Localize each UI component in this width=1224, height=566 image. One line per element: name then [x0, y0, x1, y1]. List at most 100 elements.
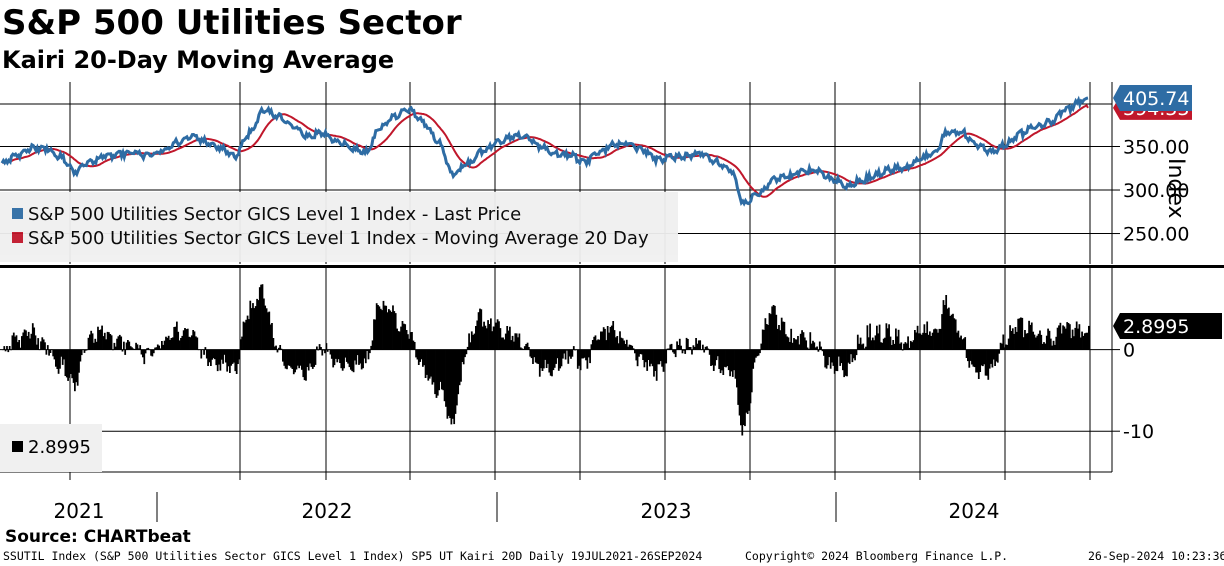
- kairi-bar: [370, 345, 373, 350]
- kairi-bar: [998, 349, 1001, 354]
- kairi-bar: [1010, 331, 1013, 350]
- kairi-bar: [359, 349, 362, 364]
- kairi-bar: [408, 338, 411, 350]
- kairi-bar: [441, 349, 443, 390]
- kairi-bar: [14, 336, 16, 350]
- kairi-bar: [640, 349, 643, 355]
- kairi-bar: [124, 349, 127, 355]
- kairi-bar: [755, 349, 757, 358]
- kairi-bar: [620, 337, 623, 350]
- kairi-bar: [390, 312, 393, 350]
- kairi-bar: [326, 349, 329, 352]
- kairi-bar: [121, 349, 124, 352]
- kairi-bar: [738, 349, 741, 416]
- kairi-bar: [597, 339, 600, 350]
- kairi-bar: [1044, 343, 1047, 350]
- kairi-bar: [734, 349, 737, 379]
- kairi-bar: [1013, 333, 1015, 350]
- kairi-bar: [583, 349, 586, 358]
- kairi-bar: [196, 337, 199, 350]
- kairi-bar: [689, 347, 692, 350]
- kairi-bar: [576, 349, 579, 369]
- kairi-bar: [79, 349, 82, 362]
- kairi-bar: [1011, 328, 1014, 350]
- kairi-bar: [828, 349, 831, 358]
- kairi-bar: [1026, 333, 1029, 350]
- kairi-bar: [1079, 337, 1082, 350]
- kairi-bar: [593, 336, 596, 350]
- kairi-bar: [625, 339, 628, 350]
- kairi-bar: [651, 349, 654, 367]
- kairi-bar: [534, 349, 537, 363]
- kairi-bar: [662, 349, 665, 372]
- kairi-bar: [736, 349, 738, 388]
- kairi-bar: [787, 337, 790, 350]
- legend-item-last-price: S&P 500 Utilities Sector GICS Level 1 In…: [12, 203, 521, 227]
- kairi-bar: [316, 346, 318, 350]
- kairi-bar: [835, 349, 837, 371]
- kairi-bar: [881, 342, 884, 350]
- kairi-bar: [560, 349, 563, 367]
- kairi-bar: [223, 349, 226, 355]
- kairi-bar: [926, 321, 929, 350]
- kairi-bar: [653, 349, 655, 377]
- kairi-bar: [850, 349, 852, 355]
- kairi-bar: [617, 343, 620, 350]
- kairi-bar: [757, 349, 760, 356]
- kairi-bar: [658, 349, 661, 365]
- kairi-bar: [601, 331, 604, 350]
- kairi-bar: [797, 336, 799, 350]
- kairi-bar: [889, 336, 892, 350]
- kairi-bar: [772, 305, 775, 350]
- kairi-bar: [518, 333, 521, 350]
- kairi-bar: [362, 349, 364, 369]
- kairi-bar: [632, 348, 635, 350]
- kairi-bar: [563, 349, 566, 354]
- kairi-bar: [969, 349, 972, 361]
- kairi-bar: [676, 341, 678, 350]
- kairi-bar: [10, 349, 12, 351]
- kairi-bar: [310, 349, 313, 367]
- y-tick-label-bottom: 0: [1123, 340, 1135, 362]
- kairi-bar: [298, 349, 301, 369]
- kairi-bar: [680, 345, 682, 350]
- kairi-bar: [665, 349, 668, 364]
- kairi-bar: [23, 329, 26, 350]
- kairi-bar: [318, 344, 321, 350]
- kairi-bar: [681, 349, 684, 354]
- kairi-bar: [345, 349, 348, 362]
- kairi-bar: [745, 349, 748, 413]
- footer-ticker-info: SSUTIL Index (S&P 500 Utilities Sector G…: [3, 549, 703, 563]
- kairi-bar: [843, 349, 846, 378]
- kairi-bar: [417, 349, 420, 365]
- kairi-bar: [495, 322, 498, 350]
- kairi-bar: [432, 349, 435, 383]
- kairi-bar: [647, 349, 650, 360]
- kairi-bar: [154, 347, 156, 350]
- price-tag-label: 405.74: [1123, 88, 1189, 110]
- kairi-bar: [137, 348, 140, 350]
- top-legend: S&P 500 Utilities Sector GICS Level 1 In…: [0, 192, 678, 262]
- kairi-value-tag: 2.8995: [1113, 312, 1222, 339]
- kairi-bar: [215, 349, 218, 366]
- kairi-bar: [1074, 327, 1077, 350]
- kairi-bar: [765, 324, 768, 350]
- kairi-bar: [56, 349, 59, 369]
- kairi-bar: [485, 328, 488, 350]
- kairi-bar: [564, 349, 567, 360]
- kairi-bar: [409, 332, 412, 350]
- kairi-bar: [525, 344, 528, 350]
- kairi-bar: [562, 349, 564, 359]
- kairi-bar: [1003, 347, 1006, 350]
- kairi-bar: [786, 336, 789, 350]
- kairi-bar: [116, 338, 118, 350]
- kairi-bar: [1060, 333, 1063, 350]
- kairi-bar: [790, 328, 793, 350]
- kairi-bar: [571, 349, 574, 357]
- kairi-bar: [8, 346, 11, 350]
- kairi-bar: [702, 344, 704, 350]
- kairi-bar: [687, 339, 689, 350]
- kairi-bar: [114, 346, 117, 350]
- kairi-bar: [491, 331, 494, 350]
- kairi-bar: [831, 349, 833, 363]
